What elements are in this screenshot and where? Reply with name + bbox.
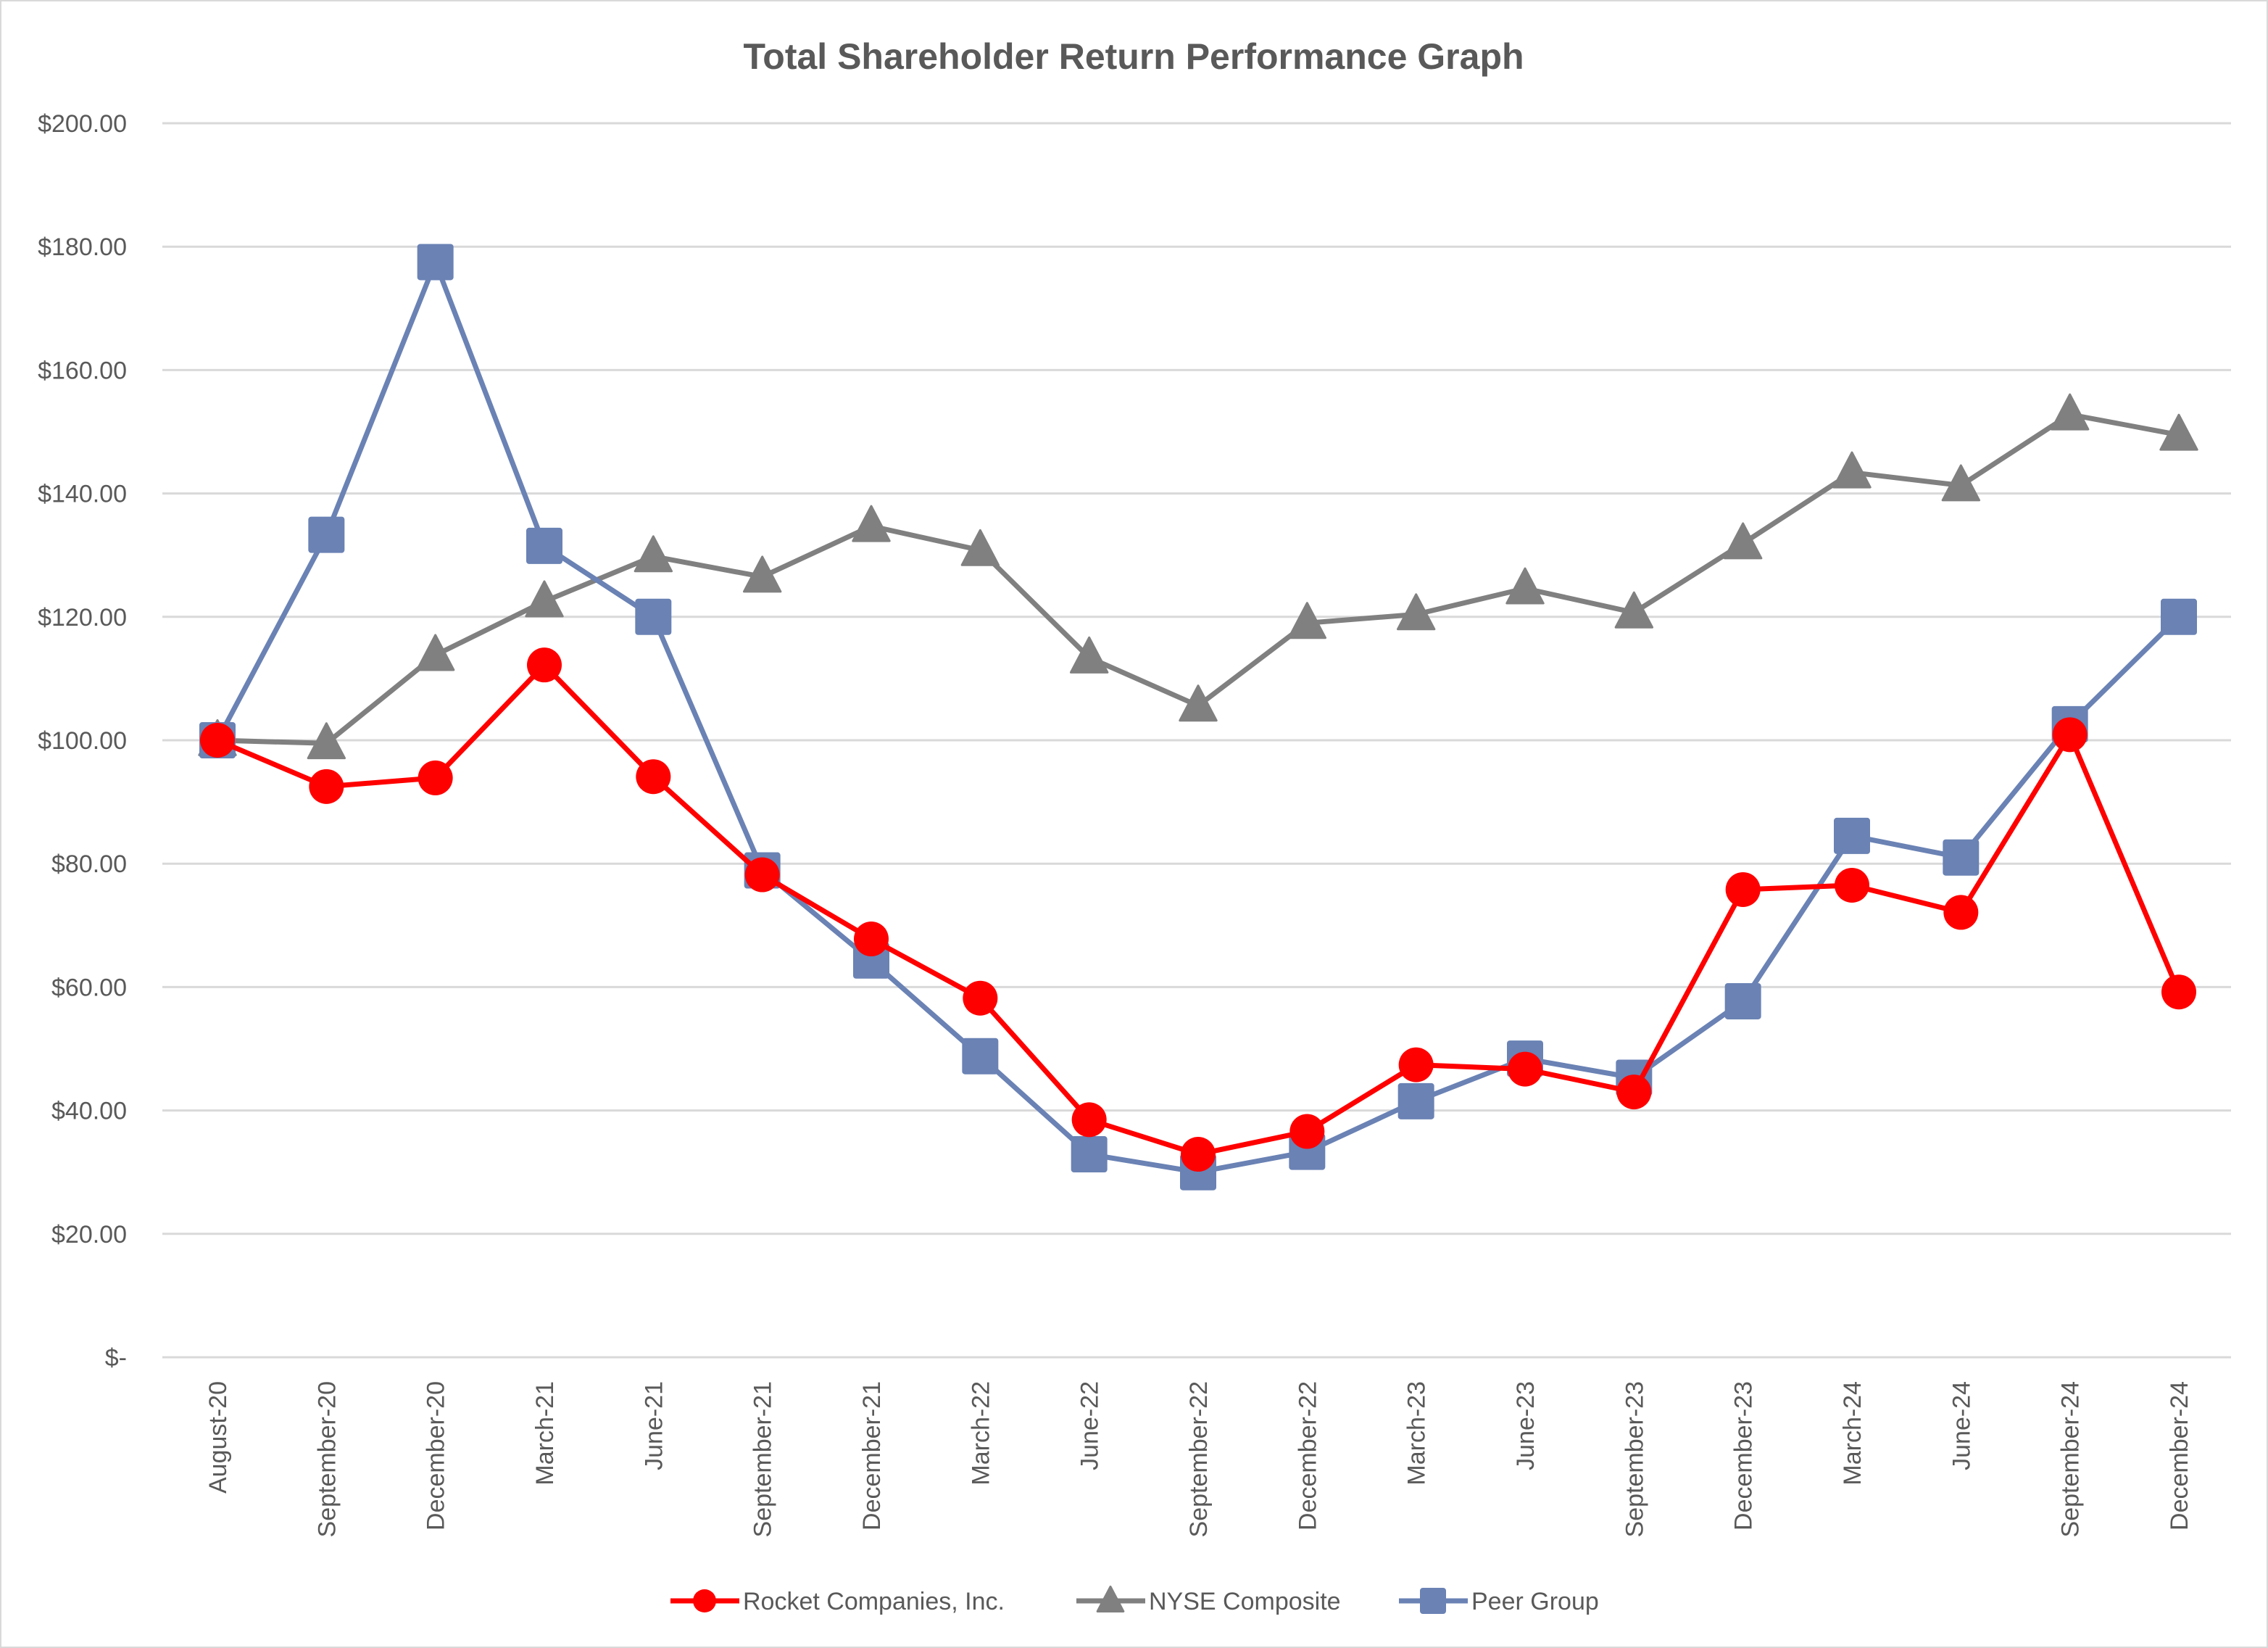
square-marker — [417, 244, 454, 281]
square-marker — [1420, 1588, 1446, 1614]
square-marker — [1071, 1136, 1108, 1173]
circle-marker — [1508, 1051, 1542, 1087]
x-tick-label: September-22 — [1185, 1381, 1213, 1537]
series-nyse-composite — [198, 393, 2198, 760]
y-tick-label: $100.00 — [38, 727, 127, 755]
triangle-marker — [742, 555, 782, 593]
square-marker — [1397, 1082, 1434, 1119]
circle-marker — [309, 769, 344, 804]
circle-marker — [1289, 1114, 1325, 1149]
x-tick-label: September-20 — [313, 1381, 341, 1537]
circle-marker — [1071, 1102, 1107, 1138]
y-tick-label: $120.00 — [38, 604, 127, 632]
square-marker — [526, 527, 562, 564]
x-tick-label: August-20 — [204, 1381, 232, 1494]
x-tick-label: June-21 — [640, 1381, 668, 1470]
circle-marker — [636, 759, 671, 795]
y-tick-label: $160.00 — [38, 357, 127, 384]
x-tick-label: June-24 — [1948, 1381, 1975, 1470]
circle-marker — [1835, 867, 1869, 903]
circle-marker — [1616, 1074, 1652, 1110]
series-rocket-companies-inc- — [200, 647, 2196, 1172]
triangle-marker — [2159, 413, 2198, 451]
triangle-marker — [1941, 464, 1981, 502]
y-tick-label: $20.00 — [51, 1221, 127, 1249]
square-marker — [635, 598, 672, 635]
square-marker — [962, 1038, 999, 1074]
x-tick-label: September-23 — [1621, 1381, 1648, 1537]
x-tick-label: June-22 — [1076, 1381, 1104, 1470]
legend-label: Rocket Companies, Inc. — [743, 1588, 1005, 1615]
square-marker — [1943, 839, 1980, 876]
triangle-marker — [2050, 393, 2090, 431]
circle-marker — [1398, 1047, 1434, 1082]
x-tick-label: December-22 — [1294, 1381, 1321, 1531]
x-tick-label: September-24 — [2057, 1381, 2085, 1537]
square-marker — [2161, 598, 2197, 635]
legend-item: Peer Group — [1399, 1588, 1599, 1615]
triangle-marker — [1614, 591, 1654, 629]
x-tick-label: June-23 — [1512, 1381, 1540, 1470]
circle-marker — [693, 1589, 716, 1612]
legend-item: NYSE Composite — [1076, 1585, 1341, 1615]
x-tick-label: December-20 — [423, 1381, 450, 1531]
triangle-marker — [1287, 602, 1327, 639]
triangle-marker — [1096, 1585, 1125, 1612]
circle-marker — [200, 723, 235, 758]
y-tick-label: $60.00 — [51, 974, 127, 1001]
circle-marker — [1181, 1137, 1216, 1172]
triangle-marker — [960, 529, 1000, 566]
square-marker — [1834, 817, 1870, 854]
square-marker — [308, 516, 345, 553]
x-tick-label: December-21 — [858, 1381, 886, 1531]
triangle-marker — [525, 580, 564, 618]
triangle-marker — [852, 505, 891, 542]
x-tick-label: March-21 — [531, 1381, 559, 1486]
x-tick-label: December-23 — [1730, 1381, 1758, 1531]
y-tick-label: $80.00 — [51, 850, 127, 878]
legend-label: NYSE Composite — [1149, 1588, 1341, 1615]
circle-marker — [1943, 895, 1979, 930]
triangle-marker — [415, 634, 455, 671]
triangle-marker — [307, 722, 346, 760]
triangle-marker — [634, 535, 673, 573]
circle-marker — [744, 857, 780, 893]
y-tick-label: $200.00 — [38, 110, 127, 138]
y-tick-label: $- — [105, 1344, 127, 1372]
x-tick-label: December-24 — [2166, 1381, 2193, 1531]
circle-marker — [2052, 717, 2088, 753]
circle-marker — [963, 980, 998, 1016]
y-tick-label: $140.00 — [38, 481, 127, 508]
square-marker — [1724, 982, 1761, 1019]
circle-marker — [527, 647, 562, 683]
circle-marker — [1725, 871, 1761, 907]
series-line — [216, 662, 2182, 1157]
circle-marker — [854, 922, 889, 957]
triangle-marker — [1179, 684, 1218, 722]
triangle-marker — [1505, 567, 1545, 605]
x-tick-label: March-23 — [1403, 1381, 1431, 1486]
y-tick-label: $40.00 — [51, 1098, 127, 1125]
legend-item: Rocket Companies, Inc. — [670, 1588, 1005, 1615]
x-tick-label: September-21 — [749, 1381, 777, 1537]
triangle-marker — [1396, 593, 1436, 631]
circle-marker — [418, 760, 453, 795]
chart-title: Total Shareholder Return Performance Gra… — [743, 36, 1524, 77]
y-tick-label: $180.00 — [38, 233, 127, 261]
triangle-marker — [1832, 451, 1872, 489]
x-tick-label: March-24 — [1839, 1381, 1866, 1486]
triangle-marker — [1723, 522, 1763, 560]
circle-marker — [2161, 974, 2196, 1010]
legend-label: Peer Group — [1471, 1588, 1599, 1615]
x-tick-label: March-22 — [967, 1381, 994, 1486]
triangle-marker — [1069, 636, 1109, 674]
